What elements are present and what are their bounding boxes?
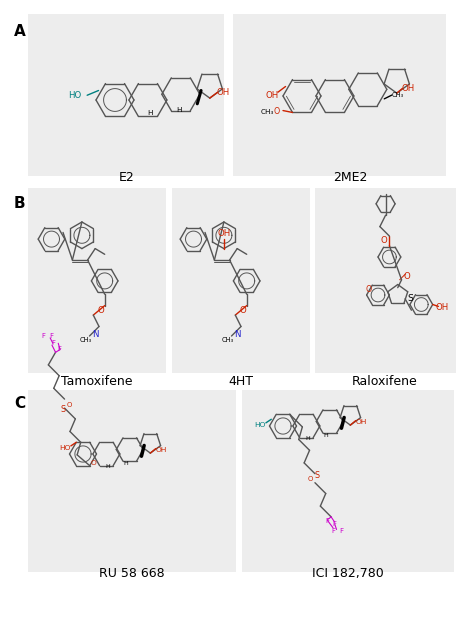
Text: F: F (51, 340, 55, 346)
Text: E2: E2 (119, 171, 135, 184)
Text: S: S (314, 471, 319, 480)
Text: H: H (306, 436, 310, 441)
Text: C: C (14, 396, 25, 411)
Text: OH: OH (265, 91, 279, 100)
Text: OH: OH (401, 84, 415, 93)
Text: A: A (14, 24, 26, 39)
Text: CH₃: CH₃ (222, 337, 234, 343)
Text: OH: OH (217, 229, 230, 238)
Text: HO: HO (254, 422, 265, 428)
Text: Tamoxifene: Tamoxifene (61, 375, 133, 388)
Text: O: O (239, 306, 246, 315)
Text: OH: OH (155, 447, 167, 452)
Text: S: S (407, 294, 413, 304)
FancyBboxPatch shape (28, 188, 166, 373)
Text: HO: HO (59, 445, 70, 451)
Text: H: H (124, 461, 128, 466)
Text: 2ME2: 2ME2 (333, 171, 367, 184)
Text: F: F (57, 346, 61, 351)
Text: N: N (234, 329, 240, 339)
Text: H: H (324, 433, 328, 439)
Text: N: N (92, 329, 99, 339)
Text: OH: OH (356, 418, 367, 425)
Text: ICI 182,780: ICI 182,780 (312, 567, 384, 580)
Text: O: O (273, 107, 280, 116)
Text: H: H (176, 107, 182, 114)
Text: H: H (147, 110, 153, 116)
Text: CH₃: CH₃ (392, 92, 404, 98)
Text: Raloxifene: Raloxifene (352, 375, 418, 388)
Text: CH₃: CH₃ (80, 337, 92, 343)
Text: F: F (326, 517, 329, 524)
Text: S: S (60, 405, 65, 415)
FancyBboxPatch shape (172, 188, 310, 373)
Text: RU 58 668: RU 58 668 (99, 567, 165, 580)
FancyBboxPatch shape (315, 188, 456, 373)
FancyBboxPatch shape (28, 390, 236, 572)
Text: O: O (365, 285, 372, 295)
Text: HO: HO (68, 91, 82, 100)
Text: O: O (66, 403, 72, 408)
Text: O: O (404, 273, 410, 281)
Text: F  F: F F (42, 333, 55, 339)
Text: O: O (380, 237, 387, 245)
Text: O: O (308, 476, 313, 482)
Text: OH: OH (217, 88, 230, 97)
Text: F  F: F F (332, 528, 344, 534)
FancyBboxPatch shape (242, 390, 454, 572)
Text: B: B (14, 196, 26, 211)
Text: F: F (333, 521, 337, 527)
FancyBboxPatch shape (28, 14, 224, 176)
Text: CH₃: CH₃ (261, 109, 274, 114)
Text: O: O (91, 460, 96, 466)
Text: 4HT: 4HT (228, 375, 254, 388)
Text: OH: OH (436, 303, 449, 312)
Text: O: O (98, 306, 104, 315)
FancyBboxPatch shape (233, 14, 446, 176)
Text: H: H (106, 464, 110, 469)
